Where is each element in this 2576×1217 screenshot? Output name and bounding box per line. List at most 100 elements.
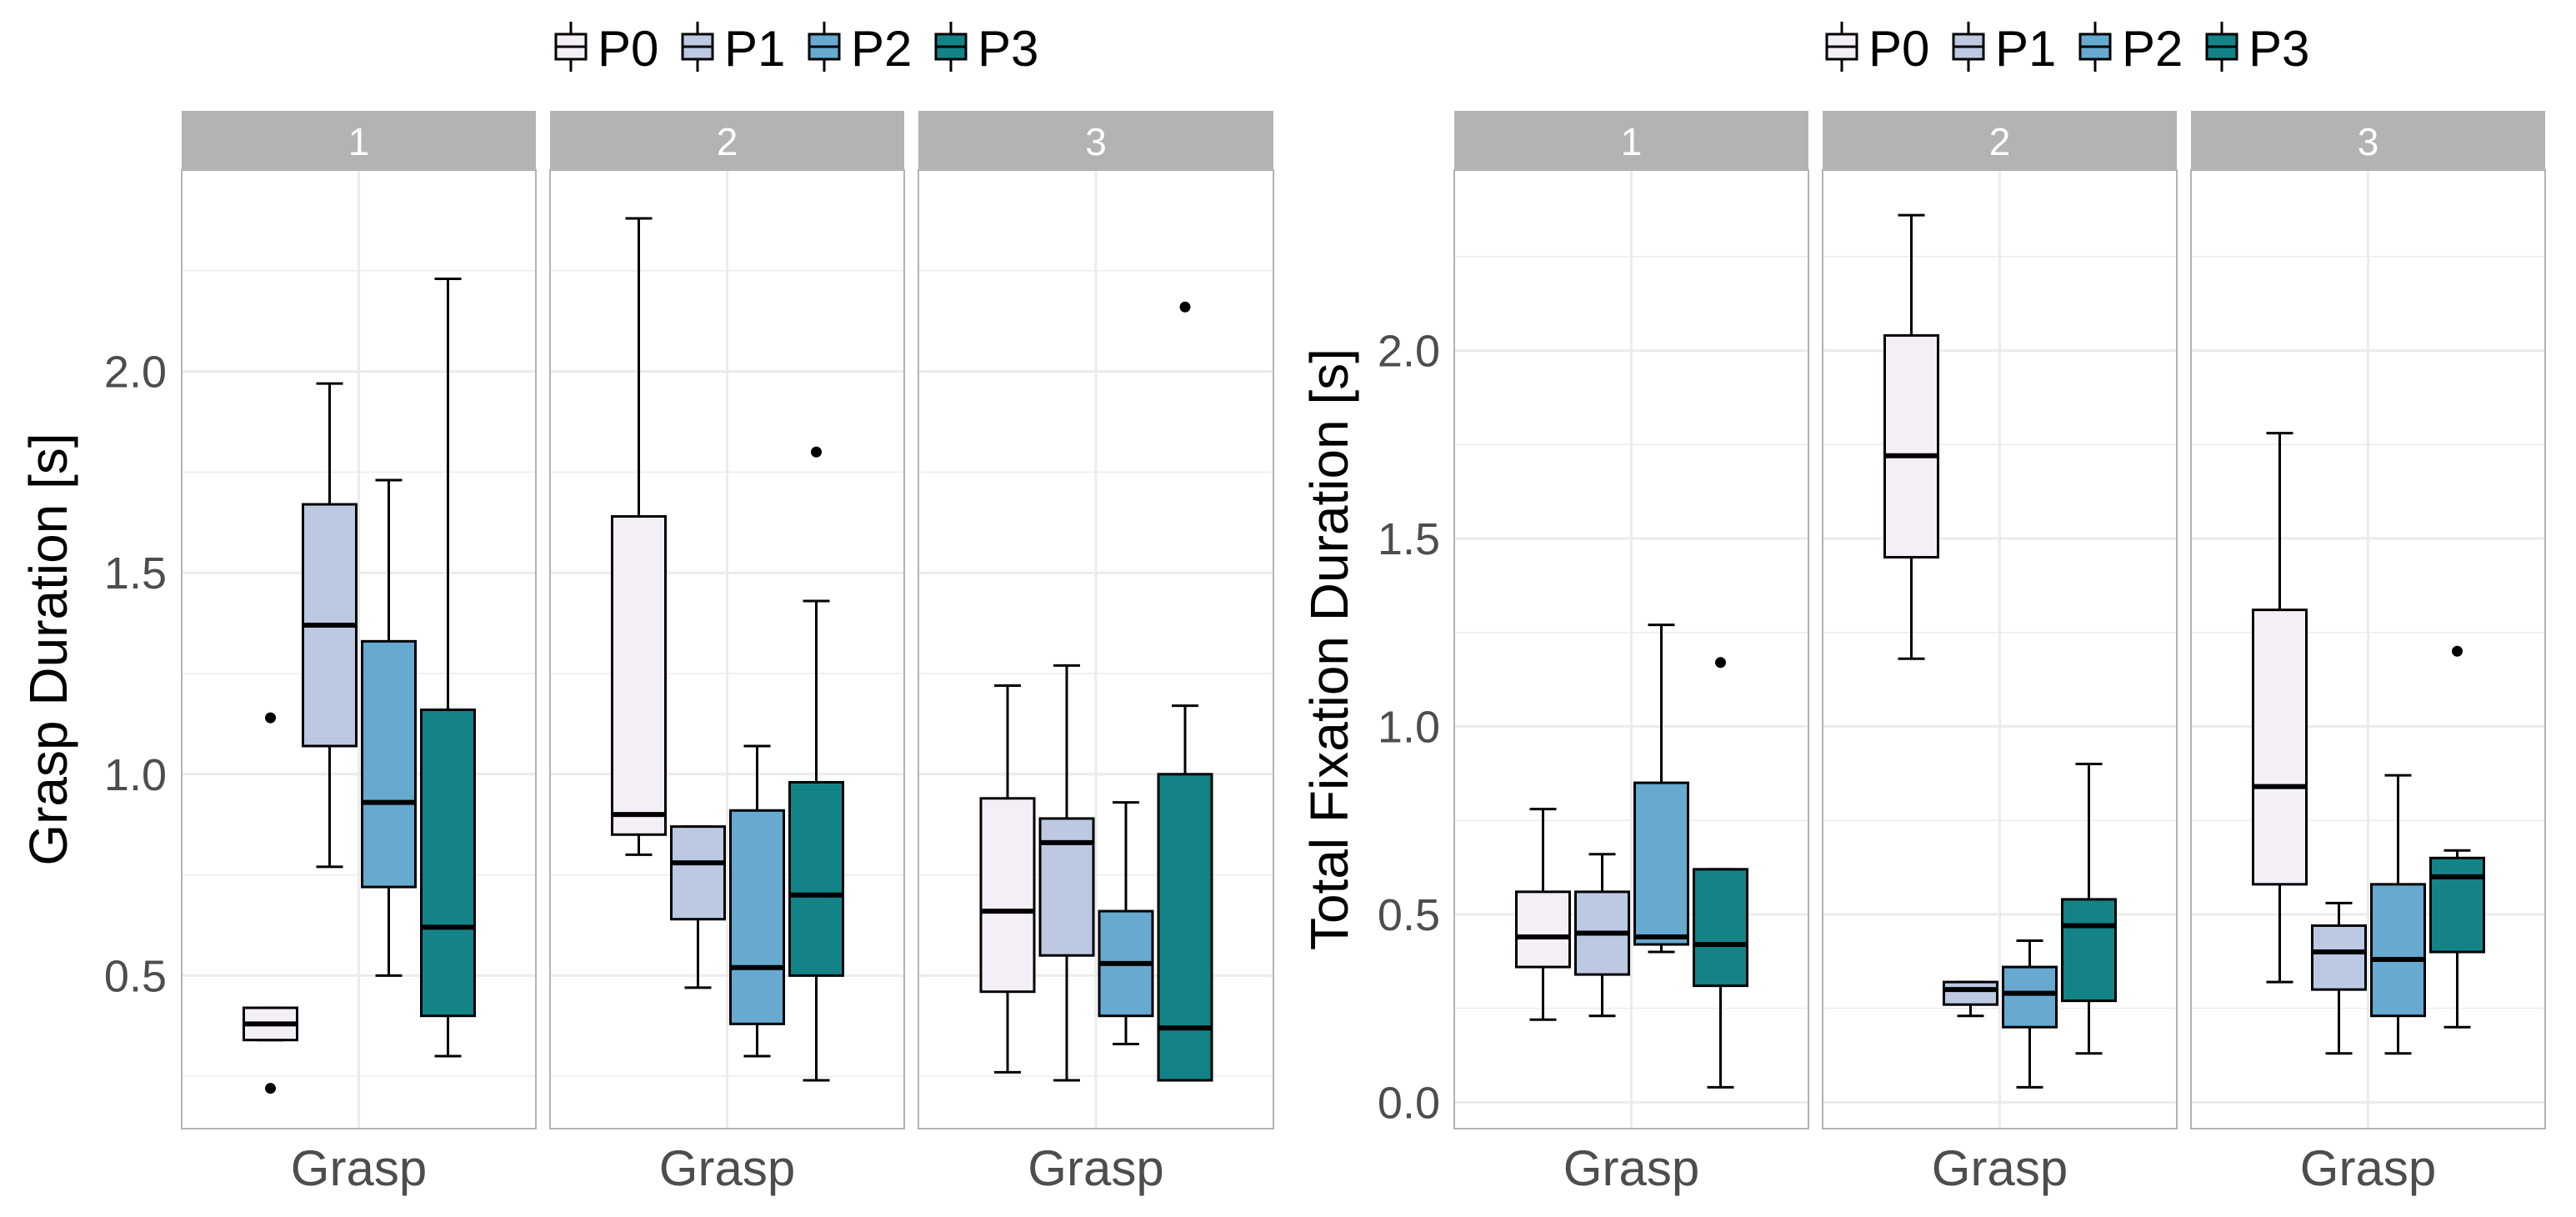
outlier-point xyxy=(2452,645,2463,657)
box-p0 xyxy=(1515,808,1571,1021)
y-tick-label: 1.5 xyxy=(104,548,167,598)
legend-key-p2 xyxy=(2078,22,2112,72)
facet-strip xyxy=(182,111,536,170)
y-tick-label: 0.5 xyxy=(1378,890,1440,940)
legend-label-p2: P2 xyxy=(2122,21,2183,77)
y-axis-title: Grasp Duration [s] xyxy=(18,433,78,865)
facet-strip xyxy=(1823,111,2177,170)
iqr-box xyxy=(2252,608,2308,886)
iqr-box xyxy=(1693,868,1748,988)
gridlines xyxy=(550,170,904,1129)
box-p1 xyxy=(1038,664,1095,1082)
facet-strip xyxy=(918,111,1273,170)
legend-label-p3: P3 xyxy=(978,21,1038,77)
legend-key-p0 xyxy=(554,22,588,72)
facet-panel-1: 1 Grasp xyxy=(181,111,537,1196)
box-p1 xyxy=(2311,901,2367,1055)
legend-label-p3: P3 xyxy=(2248,21,2309,77)
iqr-box xyxy=(2061,898,2117,1003)
facet-strip-label: 3 xyxy=(1085,120,1107,163)
iqr-box xyxy=(670,825,726,921)
iqr-box xyxy=(1943,980,1998,1006)
y-tick-label: 1.0 xyxy=(1378,702,1440,752)
box-p3 xyxy=(420,277,476,1058)
box-p2 xyxy=(2002,939,2058,1089)
box-p3 xyxy=(2429,645,2485,1029)
chart-1: P0 P1 P2 P3 Grasp Duration [s] 0.5 1.0 1.5 2.0 1 G… xyxy=(18,21,1274,1196)
legend-label-p1: P1 xyxy=(724,21,785,77)
box-p1 xyxy=(1574,853,1630,1018)
iqr-box xyxy=(788,780,844,977)
iqr-box xyxy=(420,708,476,1018)
x-tick-label: Grasp xyxy=(1028,1140,1163,1196)
iqr-box xyxy=(611,515,667,836)
facet-strip-label: 2 xyxy=(1989,120,2011,163)
outlier-point xyxy=(1715,657,1726,669)
iqr-box xyxy=(1515,890,1571,969)
facet-panel-2: 2 Grasp xyxy=(549,111,905,1196)
y-tick-label: 0.5 xyxy=(104,951,167,1001)
gridlines xyxy=(2191,170,2545,1129)
facet-strip xyxy=(1454,111,1808,170)
box-p3 xyxy=(2061,763,2117,1055)
iqr-box xyxy=(2429,856,2485,954)
iqr-box xyxy=(1883,333,1939,559)
iqr-box xyxy=(1633,781,1689,946)
box-p3 xyxy=(1157,301,1213,1082)
legend: P0 P1 P2 P3 xyxy=(554,21,1038,77)
outlier-point xyxy=(811,446,822,458)
facet-panel-1: 1 Grasp xyxy=(1453,111,1809,1196)
legend-label-p1: P1 xyxy=(1995,21,2056,77)
x-tick-label: Grasp xyxy=(2300,1140,2436,1196)
box-p2 xyxy=(361,478,417,977)
outlier-point xyxy=(265,1083,276,1094)
iqr-box xyxy=(361,639,417,889)
x-tick-label: Grasp xyxy=(291,1140,427,1196)
y-axis-title: Total Fixation Duration [s] xyxy=(1299,348,1359,950)
legend-label-p0: P0 xyxy=(1868,21,1929,77)
legend-key-p1 xyxy=(1952,22,1985,72)
facet-panel-3: 3 Grasp xyxy=(918,111,1274,1196)
iqr-box xyxy=(2311,924,2367,991)
box-p2 xyxy=(1633,624,1689,954)
gridlines xyxy=(1823,170,2177,1129)
iqr-box xyxy=(2370,883,2426,1018)
box-p0 xyxy=(979,684,1036,1074)
box-p3 xyxy=(1693,657,1748,1089)
iqr-box xyxy=(979,797,1036,994)
legend: P0 P1 P2 P3 xyxy=(1825,21,2309,77)
facet-strip xyxy=(2191,111,2545,170)
legend-key-p0 xyxy=(1825,22,1858,72)
y-tick-label: 2.0 xyxy=(1378,326,1440,376)
chart-2: P0 P1 P2 P3 Total Fixation Duration [s] 0.0 0.… xyxy=(1299,21,2546,1196)
gridlines xyxy=(918,170,1273,1129)
box-p2 xyxy=(1098,801,1154,1046)
box-p2 xyxy=(729,744,785,1058)
iqr-box xyxy=(2002,965,2058,1029)
legend-label-p0: P0 xyxy=(598,21,658,77)
facet-panel-2: 2 Grasp xyxy=(1822,111,2178,1196)
box-p1 xyxy=(670,825,726,989)
gridlines xyxy=(1454,170,1808,1129)
outlier-point xyxy=(1179,301,1191,313)
box-p0 xyxy=(1883,213,1939,660)
y-tick-label: 1.5 xyxy=(1378,514,1440,564)
box-p2 xyxy=(2370,774,2426,1055)
legend-key-p1 xyxy=(681,22,714,72)
facet-strip-label: 2 xyxy=(717,120,738,163)
box-p0 xyxy=(243,712,298,1094)
outlier-point xyxy=(265,712,276,724)
legend-key-p3 xyxy=(934,22,968,72)
x-tick-label: Grasp xyxy=(1563,1140,1699,1196)
y-tick-label: 0.0 xyxy=(1378,1078,1440,1128)
facet-strip-label: 1 xyxy=(1621,120,1643,163)
facet-strip-label: 3 xyxy=(2358,120,2379,163)
y-tick-label: 1.0 xyxy=(104,750,167,800)
box-p0 xyxy=(2252,432,2308,984)
box-p3 xyxy=(788,446,844,1082)
legend-key-p2 xyxy=(808,22,841,72)
legend-key-p3 xyxy=(2205,22,2238,72)
facet-strip-label: 1 xyxy=(348,120,370,163)
x-tick-label: Grasp xyxy=(1932,1140,2068,1196)
